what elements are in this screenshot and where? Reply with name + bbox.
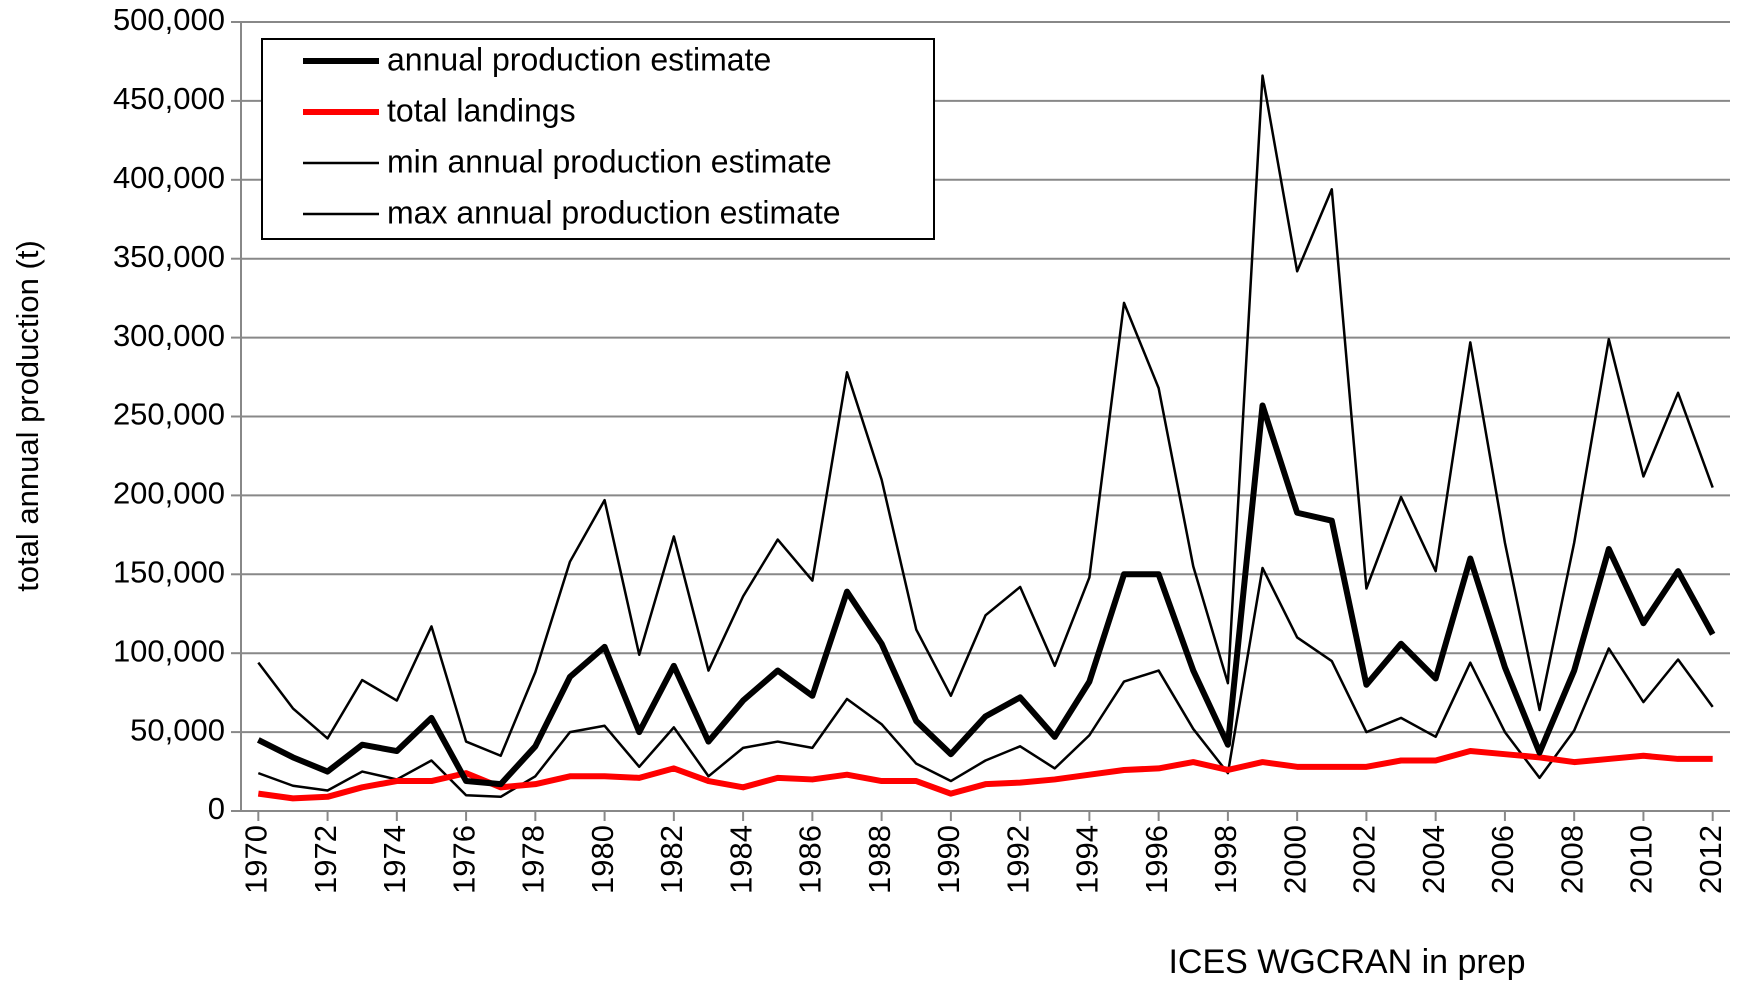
- legend-label: min annual production estimate: [387, 143, 832, 179]
- x-tick-label: 2000: [1277, 825, 1312, 894]
- x-tick-label: 1998: [1208, 825, 1243, 894]
- series-line: [257, 74, 1714, 758]
- x-tick-label: 1972: [308, 825, 343, 894]
- x-tick-label: 1996: [1139, 825, 1174, 894]
- x-tick-label: 2012: [1693, 825, 1728, 894]
- annotation: ICES WGCRAN in prep: [1168, 943, 1525, 981]
- legend-label: max annual production estimate: [387, 194, 841, 230]
- x-tick-label: 2002: [1347, 825, 1382, 894]
- y-tick-label: 0: [208, 791, 225, 826]
- series-line: [257, 566, 1714, 799]
- y-tick-label: 350,000: [113, 239, 225, 274]
- y-tick-label: 500,000: [113, 2, 225, 37]
- series-line: [256, 402, 1716, 788]
- y-tick-label: 100,000: [113, 633, 225, 668]
- y-tick-label: 150,000: [113, 554, 225, 589]
- x-tick-label: 1986: [793, 825, 828, 894]
- x-tick-label: 2008: [1554, 825, 1589, 894]
- x-tick-label: 1974: [377, 825, 412, 894]
- y-tick-label: 250,000: [113, 397, 225, 432]
- y-tick-label: 300,000: [113, 318, 225, 353]
- y-tick-label: 450,000: [113, 81, 225, 116]
- x-tick-label: 2006: [1485, 825, 1520, 894]
- x-tick-label: 1984: [723, 825, 758, 894]
- y-tick-label: 200,000: [113, 476, 225, 511]
- series-line: [257, 748, 1713, 802]
- y-axis-label: total annual production (t): [10, 240, 45, 592]
- x-tick-label: 1990: [931, 825, 966, 894]
- x-tick-label: 1994: [1070, 825, 1105, 894]
- legend-label: annual production estimate: [387, 41, 771, 77]
- x-tick-label: 1980: [585, 825, 620, 894]
- y-tick-label: 400,000: [113, 160, 225, 195]
- y-tick-label: 50,000: [130, 712, 225, 747]
- x-tick-label: 2010: [1624, 825, 1659, 894]
- x-tick-label: 1970: [239, 825, 274, 894]
- x-tick-label: 1982: [654, 825, 689, 894]
- x-tick-label: 2004: [1416, 825, 1451, 894]
- x-tick-label: 1978: [516, 825, 551, 894]
- x-tick-label: 1988: [862, 825, 897, 894]
- x-tick-label: 1976: [446, 825, 481, 894]
- legend-box: [261, 38, 935, 240]
- legend-label: total landings: [387, 92, 576, 128]
- x-tick-label: 1992: [1000, 825, 1035, 894]
